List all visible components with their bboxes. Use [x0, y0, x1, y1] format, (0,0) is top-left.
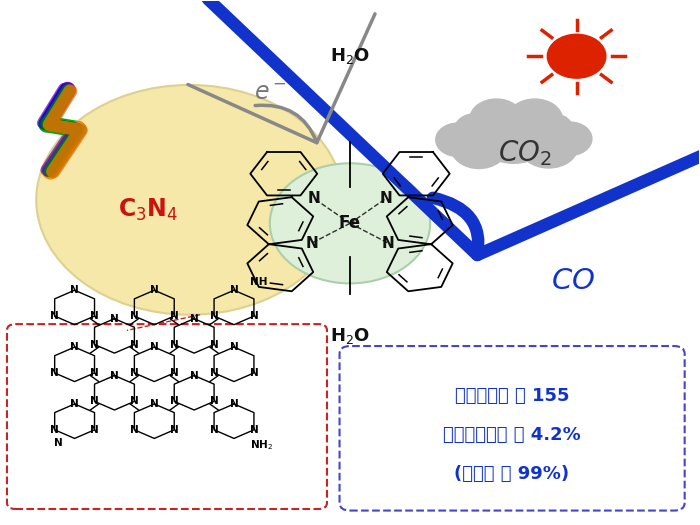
Text: N: N [55, 438, 63, 448]
Text: N: N [150, 399, 159, 409]
Circle shape [531, 114, 573, 145]
FancyBboxPatch shape [7, 324, 327, 509]
Text: N: N [170, 311, 178, 321]
Circle shape [270, 163, 430, 284]
Text: N: N [170, 425, 178, 435]
Text: NH: NH [250, 277, 267, 287]
Text: N: N [110, 371, 119, 381]
FancyArrowPatch shape [41, 0, 700, 255]
Text: N: N [90, 340, 99, 350]
Text: N: N [190, 313, 199, 324]
Text: N: N [130, 368, 139, 378]
Circle shape [507, 99, 563, 141]
Text: N: N [70, 342, 79, 352]
Text: N: N [50, 425, 59, 435]
Text: N: N [130, 396, 139, 406]
Text: N: N [90, 396, 99, 406]
Text: e$^-$: e$^-$ [254, 81, 286, 105]
Text: N: N [210, 340, 218, 350]
Text: N: N [130, 340, 139, 350]
Circle shape [451, 127, 507, 169]
Text: 触媒回転数 ～ 155: 触媒回転数 ～ 155 [454, 387, 569, 405]
Text: N: N [380, 191, 393, 206]
Text: N: N [130, 425, 139, 435]
Text: (選択率 ～ 99%): (選択率 ～ 99%) [454, 465, 569, 483]
Text: N: N [307, 191, 320, 206]
FancyArrowPatch shape [188, 14, 375, 143]
Text: N: N [210, 368, 218, 378]
Text: N: N [130, 311, 139, 321]
Text: $CO$: $CO$ [551, 267, 595, 295]
Circle shape [36, 85, 343, 314]
Text: NH$_2$: NH$_2$ [250, 438, 273, 452]
Text: N: N [50, 311, 59, 321]
Text: N: N [210, 425, 218, 435]
Text: N: N [110, 313, 119, 324]
Text: $CO_2$: $CO_2$ [498, 138, 551, 167]
Text: N: N [150, 285, 159, 295]
Text: N: N [230, 342, 239, 352]
Text: N: N [70, 285, 79, 295]
Text: N: N [230, 399, 239, 409]
Circle shape [436, 123, 480, 156]
Text: N: N [230, 285, 239, 295]
Text: H$_2$O: H$_2$O [330, 326, 370, 345]
Circle shape [470, 99, 523, 139]
Text: N: N [90, 368, 99, 378]
Text: H$_2$O: H$_2$O [330, 46, 370, 66]
Text: N: N [170, 340, 178, 350]
Circle shape [547, 122, 592, 155]
Circle shape [475, 106, 552, 163]
Text: N: N [250, 311, 258, 321]
Text: N: N [382, 236, 395, 250]
Text: N: N [190, 371, 199, 381]
Text: N: N [210, 396, 218, 406]
Text: N: N [250, 368, 258, 378]
Text: C$_3$N$_4$: C$_3$N$_4$ [118, 197, 178, 223]
Text: N: N [170, 396, 178, 406]
Text: N: N [210, 311, 218, 321]
Text: N: N [305, 236, 318, 250]
Text: 外部量子収率 ～ 4.2%: 外部量子収率 ～ 4.2% [443, 426, 580, 444]
Circle shape [454, 114, 496, 145]
Text: N: N [90, 311, 99, 321]
FancyBboxPatch shape [340, 346, 685, 510]
Text: N: N [170, 368, 178, 378]
Circle shape [547, 34, 606, 78]
Circle shape [519, 124, 578, 168]
Text: Fe: Fe [339, 214, 361, 233]
Text: N: N [90, 425, 99, 435]
Text: N: N [70, 399, 79, 409]
Text: N: N [250, 425, 258, 435]
Text: N: N [50, 368, 59, 378]
Text: N: N [150, 342, 159, 352]
